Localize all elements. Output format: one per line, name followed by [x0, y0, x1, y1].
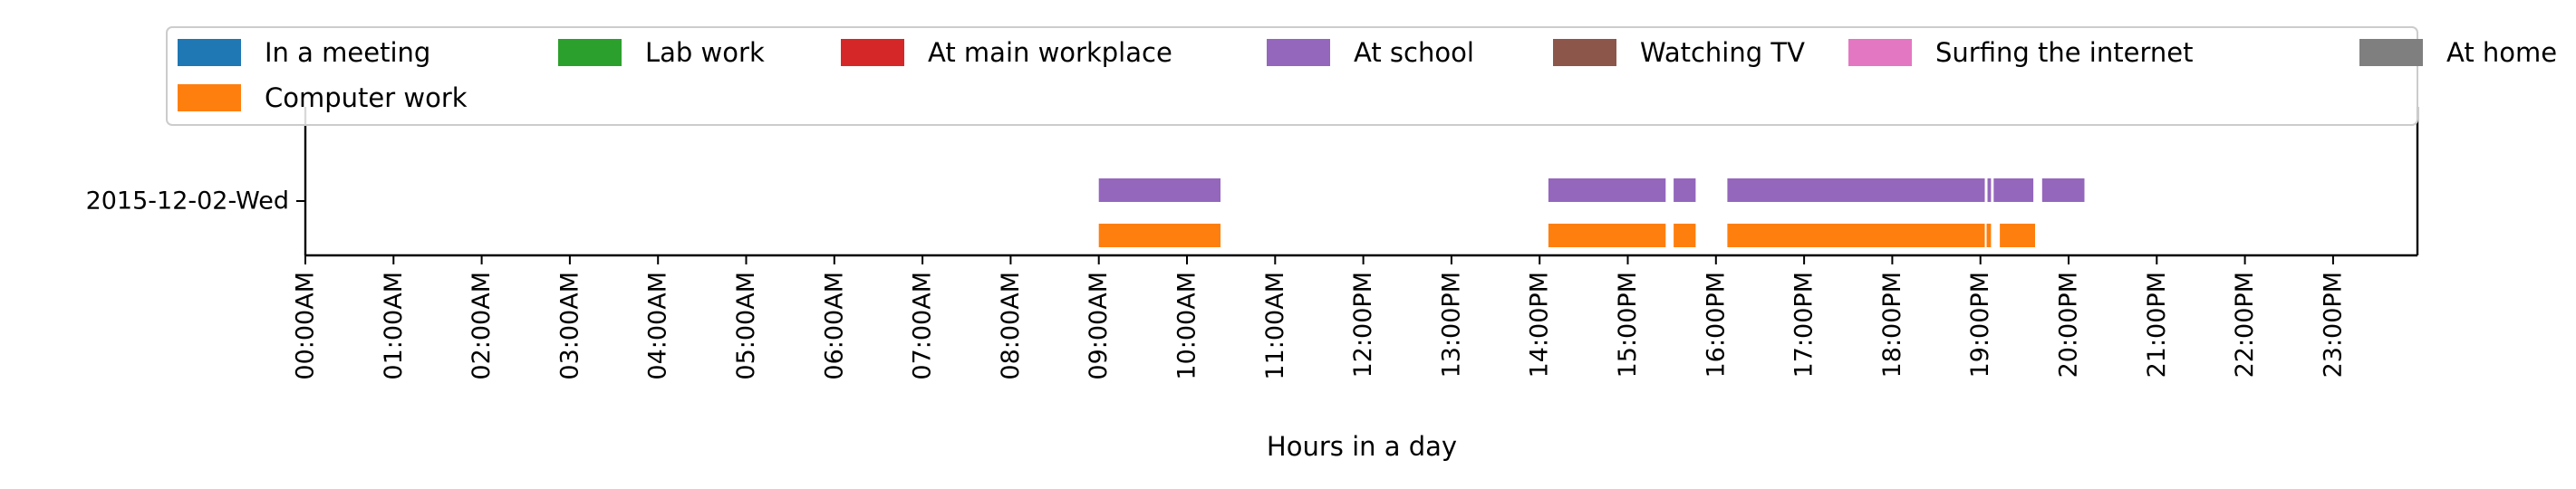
legend-swatch	[1267, 39, 1330, 66]
legend-swatch	[1553, 39, 1616, 66]
bar-at-school-5	[1993, 178, 2034, 202]
legend-label: Computer work	[265, 82, 468, 113]
legend-swatch	[841, 39, 904, 66]
x-tick-label: 18:00PM	[1878, 272, 1906, 378]
x-tick-label: 20:00PM	[2055, 272, 2083, 378]
x-tick-label: 21:00PM	[2143, 272, 2171, 378]
y-tick-label: 2015-12-02-Wed	[86, 187, 289, 216]
bar-computer-work-0	[1098, 224, 1220, 247]
legend: In a meeting Lab work At main workplace At …	[166, 26, 2557, 126]
x-tick-label: 12:00PM	[1349, 272, 1377, 378]
x-tick-label: 02:00AM	[468, 272, 496, 380]
bar-computer-work-5	[2000, 224, 2035, 247]
x-tick-label: 17:00PM	[1790, 272, 1819, 378]
x-tick-label: 16:00PM	[1702, 272, 1730, 378]
bar-at-school-4	[1987, 178, 1992, 202]
x-tick-label: 05:00AM	[732, 272, 760, 380]
legend-label: At school	[1354, 37, 1474, 68]
legend-label: Watching TV	[1640, 37, 1805, 68]
axes	[304, 107, 2419, 257]
x-tick-label: 09:00AM	[1085, 272, 1113, 380]
x-tick-label: 15:00PM	[1614, 272, 1642, 378]
legend-label: Lab work	[645, 37, 765, 68]
x-tick-label: 19:00PM	[1966, 272, 1994, 378]
legend-swatch	[2359, 39, 2423, 66]
x-tick-label: 07:00AM	[909, 272, 937, 380]
x-tick-label: 11:00AM	[1261, 272, 1289, 380]
x-tick-label: 13:00PM	[1437, 272, 1465, 378]
legend-label: At home	[2446, 37, 2557, 68]
bar-at-school-6	[2041, 178, 2085, 202]
bar-computer-work-3	[1727, 224, 1985, 247]
bar-at-school-2	[1674, 178, 1696, 202]
y-axis-ticks: 2015-12-02-Wed	[86, 187, 305, 216]
bar-computer-work-4	[1986, 224, 1992, 247]
legend-label: Surfing the internet	[1935, 37, 2193, 68]
bar-at-school-3	[1727, 178, 1985, 202]
legend-swatch	[1848, 39, 1912, 66]
bar-at-school-0	[1098, 178, 1220, 202]
bar-computer-work-2	[1674, 224, 1696, 247]
x-axis-label: Hours in a day	[1267, 431, 1457, 462]
bar-at-school-1	[1548, 178, 1666, 202]
x-tick-label: 04:00AM	[644, 272, 672, 380]
legend-swatch	[178, 84, 241, 111]
legend-label: At main workplace	[928, 37, 1172, 68]
x-tick-label: 14:00PM	[1526, 272, 1554, 378]
bar-computer-work-1	[1548, 224, 1666, 247]
x-tick-label: 01:00AM	[380, 272, 408, 380]
x-tick-label: 23:00PM	[2319, 272, 2347, 378]
x-axis-ticks: 00:00AM 01:00AM 02:00AM 03:00AM 04:00AM 05:00…	[292, 255, 2347, 380]
x-tick-label: 10:00AM	[1173, 272, 1201, 380]
x-tick-label: 06:00AM	[820, 272, 848, 380]
x-tick-label: 00:00AM	[292, 272, 320, 380]
legend-swatch	[558, 39, 622, 66]
timeline-bars	[1098, 178, 2085, 247]
legend-label: In a meeting	[265, 37, 430, 68]
x-tick-label: 08:00AM	[997, 272, 1025, 380]
x-tick-label: 03:00AM	[555, 272, 584, 380]
x-tick-label: 22:00PM	[2231, 272, 2259, 378]
legend-swatch	[178, 39, 241, 66]
